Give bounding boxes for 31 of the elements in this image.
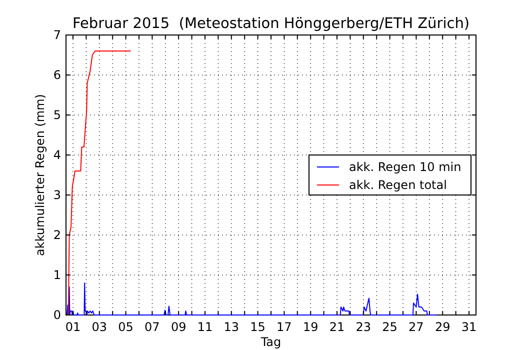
x-tick-label: 31 — [461, 320, 477, 334]
legend-label: akk. Regen total — [349, 178, 447, 192]
y-tick-label: 5 — [53, 108, 61, 122]
x-tick-label: 21 — [329, 320, 345, 334]
x-tick-label: 19 — [302, 320, 318, 334]
x-axis-title: Tag — [260, 335, 282, 349]
x-tick-label: 13 — [224, 320, 240, 334]
chart-title: Februar 2015 (Meteostation Hönggerberg/ETH Zürich) — [72, 16, 470, 32]
x-tick-label: 09 — [170, 320, 186, 334]
x-tick-label: 29 — [434, 320, 450, 334]
y-tick-label: 3 — [53, 188, 61, 202]
line-series — [66, 282, 438, 316]
y-tick-label: 6 — [53, 68, 61, 82]
x-tick-label: 07 — [144, 320, 160, 334]
x-tick-label: 03 — [92, 320, 108, 334]
x-tick-label: 17 — [276, 320, 292, 334]
x-tick-label: 11 — [197, 320, 213, 334]
x-tick-label: 05 — [118, 320, 134, 334]
x-tick-label: 25 — [382, 320, 398, 334]
x-tick-label: 15 — [250, 320, 266, 334]
x-tick-label: 23 — [356, 320, 372, 334]
x-tick-label: 27 — [408, 320, 424, 334]
y-tick-label: 2 — [53, 228, 61, 242]
legend-label: akk. Regen 10 min — [349, 160, 462, 174]
y-tick-label: 1 — [53, 268, 61, 282]
y-tick-label: 4 — [53, 148, 61, 162]
y-axis-title: akkumulierter Regen (mm) — [33, 94, 47, 256]
line-series — [67, 50, 132, 316]
y-tick-label: 0 — [53, 308, 61, 322]
x-tick-label: 01 — [65, 320, 81, 334]
y-tick-label: 7 — [53, 28, 61, 42]
